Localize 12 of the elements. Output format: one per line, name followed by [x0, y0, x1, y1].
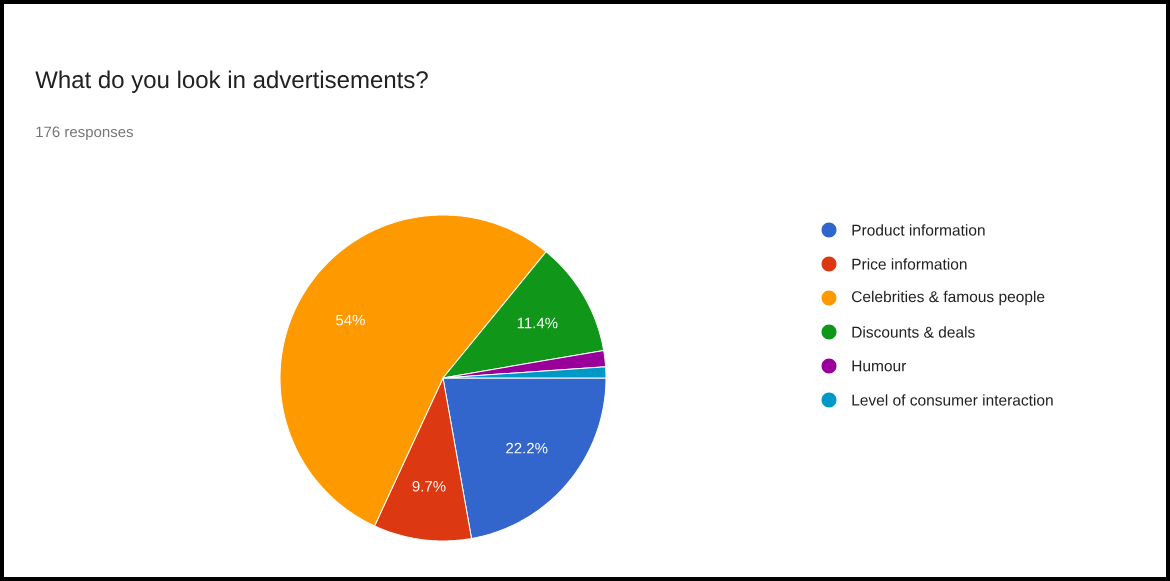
data-label: 54% [336, 314, 365, 326]
chart-title: What do you look in advertisements? [35, 70, 428, 93]
legend-label: Discounts & deals [852, 326, 975, 338]
legend-label: Celebrities & famous people [851, 290, 1045, 306]
legend-label: Level of consumer interaction [852, 394, 1053, 406]
data-label: 11.4% [517, 317, 558, 329]
legend-label: Product information [852, 224, 985, 236]
data-label: 9.7% [412, 480, 446, 492]
legend-label: Humour [852, 360, 907, 372]
legend-label: Price information [852, 258, 967, 270]
text: 176 responses [36, 126, 134, 141]
data-label: 22.2% [506, 442, 548, 454]
